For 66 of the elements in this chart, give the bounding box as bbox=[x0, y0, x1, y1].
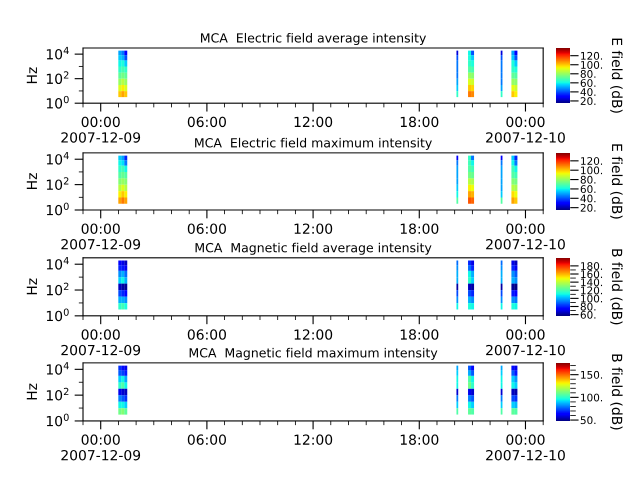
color-bar-label: 120. bbox=[581, 157, 602, 165]
x-tick-label: 00:00 2007-12-09 bbox=[61, 434, 140, 460]
x-tick-label: 00:00 2007-12-10 bbox=[486, 329, 565, 356]
y-tick-label: 10$^{2}$ bbox=[46, 282, 68, 296]
chart-title: MCA Electric field maximum intensity bbox=[195, 138, 432, 150]
x-tick-label: 00:00 2007-12-09 bbox=[61, 116, 140, 143]
color-bar-label: 100. bbox=[581, 394, 602, 402]
chart-title: MCA Magnetic field average intensity bbox=[196, 242, 432, 255]
y-tick-label: 10$^{0}$ bbox=[46, 202, 69, 216]
color-bar-label: 60. bbox=[580, 79, 596, 87]
color-bar-label: 100. bbox=[581, 60, 602, 69]
y-tick-label: 10$^{0}$ bbox=[46, 308, 69, 322]
color-bar-label: 60. bbox=[580, 185, 596, 194]
x-tick-label: 18:00 bbox=[400, 434, 438, 445]
y-tick-label: 10$^{2}$ bbox=[46, 177, 68, 190]
x-tick-label: 06:00 bbox=[188, 223, 226, 234]
color-bar-label: 150. bbox=[581, 370, 602, 379]
color-bar-label: 80. bbox=[580, 302, 596, 311]
color-bar-title: E field (dB) bbox=[610, 38, 623, 113]
color-bar-label: 120. bbox=[581, 52, 602, 60]
x-tick-label: 12:00 bbox=[294, 434, 332, 445]
x-tick-label: 00:00 2007-12-09 bbox=[61, 329, 140, 356]
x-tick-label: 00:00 2007-12-10 bbox=[486, 116, 565, 143]
x-tick-label: 12:00 bbox=[294, 116, 332, 128]
chart-title: MCA Magnetic field maximum intensity bbox=[190, 348, 438, 360]
color-bar-label: 120. bbox=[581, 286, 602, 294]
y-tick-label: 10$^{4}$ bbox=[46, 46, 69, 60]
color-bar-label: 60. bbox=[580, 310, 596, 319]
y-tick-label: 10$^{4}$ bbox=[46, 152, 69, 165]
y-tick-label: 10$^{2}$ bbox=[46, 388, 68, 401]
chart-title: MCA Electric field average intensity bbox=[201, 32, 426, 46]
y-axis-title: Hz bbox=[26, 384, 37, 400]
y-tick-label: 10$^{2}$ bbox=[46, 71, 68, 84]
x-tick-label: 18:00 bbox=[400, 329, 438, 340]
color-bar-label: 20. bbox=[580, 204, 596, 212]
y-tick-label: 10$^{4}$ bbox=[46, 362, 69, 375]
color-bar-title: E field (dB) bbox=[610, 144, 623, 219]
y-tick-label: 10$^{0}$ bbox=[46, 96, 69, 109]
color-bar-label: 100. bbox=[581, 294, 602, 302]
color-bar-label: 20. bbox=[580, 97, 596, 106]
color-bar-label: 40. bbox=[580, 194, 596, 202]
x-tick-label: 12:00 bbox=[294, 223, 332, 234]
color-bar-label: 100. bbox=[581, 166, 602, 174]
x-tick-label: 18:00 bbox=[400, 223, 438, 234]
color-bar-label: 140. bbox=[581, 278, 602, 286]
x-tick-label: 06:00 bbox=[188, 116, 226, 128]
x-tick-label: 18:00 bbox=[400, 116, 438, 128]
color-bar-title: B field (dB) bbox=[610, 354, 623, 430]
color-bar-title: B field (dB) bbox=[610, 249, 623, 324]
y-axis-title: Hz bbox=[26, 278, 37, 294]
y-axis-title: Hz bbox=[26, 173, 37, 189]
color-bar-label: 180. bbox=[581, 262, 602, 270]
color-bar-label: 160. bbox=[581, 270, 602, 278]
y-axis-title: Hz bbox=[26, 67, 37, 84]
x-tick-label: 00:00 2007-12-10 bbox=[486, 223, 565, 250]
x-tick-label: 06:00 bbox=[188, 434, 226, 445]
y-tick-label: 10$^{0}$ bbox=[46, 414, 69, 426]
x-tick-label: 12:00 bbox=[294, 329, 332, 340]
x-tick-label: 00:00 2007-12-10 bbox=[486, 434, 565, 460]
x-tick-label: 06:00 bbox=[188, 329, 226, 340]
color-bar-label: 80. bbox=[580, 70, 596, 78]
color-bar-label: 50. bbox=[580, 416, 596, 424]
x-tick-label: 00:00 2007-12-09 bbox=[61, 223, 140, 250]
color-bar-label: 40. bbox=[580, 88, 596, 96]
y-tick-label: 10$^{4}$ bbox=[46, 256, 69, 270]
color-bar-label: 80. bbox=[580, 176, 596, 184]
